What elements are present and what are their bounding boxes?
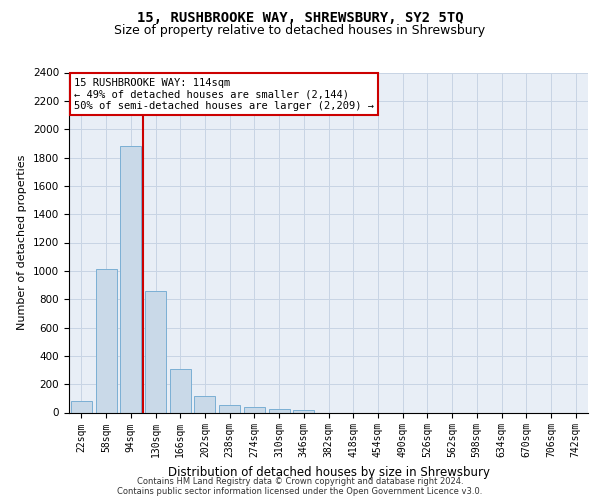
Bar <box>71 401 92 412</box>
Bar <box>219 404 240 412</box>
Text: 15, RUSHBROOKE WAY, SHREWSBURY, SY2 5TQ: 15, RUSHBROOKE WAY, SHREWSBURY, SY2 5TQ <box>137 11 463 25</box>
Text: Size of property relative to detached houses in Shrewsbury: Size of property relative to detached ho… <box>115 24 485 37</box>
X-axis label: Distribution of detached houses by size in Shrewsbury: Distribution of detached houses by size … <box>167 466 490 479</box>
Bar <box>95 270 116 412</box>
Bar <box>269 409 290 412</box>
Bar <box>145 290 166 412</box>
Bar <box>170 368 191 412</box>
Y-axis label: Number of detached properties: Number of detached properties <box>17 155 28 330</box>
Text: Contains HM Land Registry data © Crown copyright and database right 2024.: Contains HM Land Registry data © Crown c… <box>137 478 463 486</box>
Bar <box>244 407 265 412</box>
Bar <box>120 146 141 412</box>
Text: 15 RUSHBROOKE WAY: 114sqm
← 49% of detached houses are smaller (2,144)
50% of se: 15 RUSHBROOKE WAY: 114sqm ← 49% of detac… <box>74 78 374 111</box>
Bar <box>293 410 314 412</box>
Bar <box>194 396 215 412</box>
Text: Contains public sector information licensed under the Open Government Licence v3: Contains public sector information licen… <box>118 487 482 496</box>
